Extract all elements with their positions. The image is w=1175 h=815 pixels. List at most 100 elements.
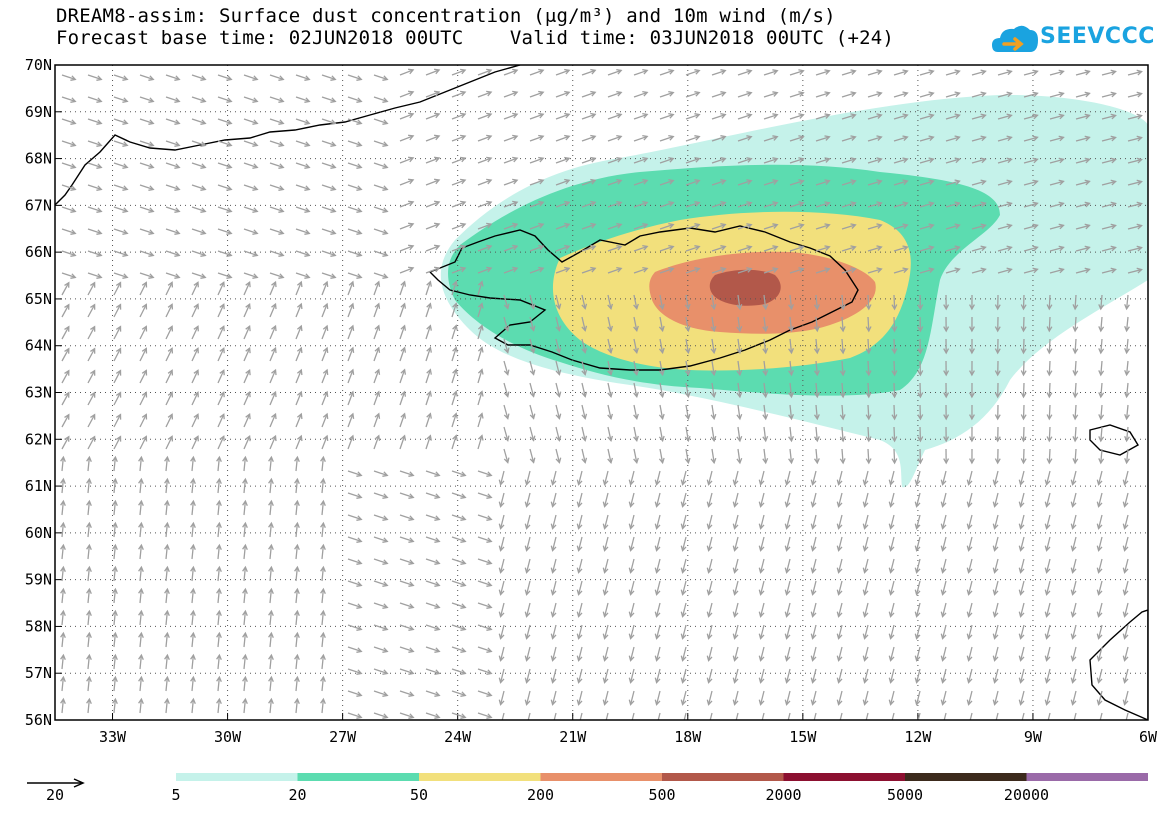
- wind-arrow: [555, 68, 571, 76]
- wind-arrow: [966, 492, 973, 508]
- wind-arrow: [1044, 646, 1051, 662]
- wind-arrow: [865, 426, 872, 443]
- wind-arrow: [112, 521, 118, 538]
- wind-arrow: [477, 244, 493, 252]
- lat-label: 65N: [25, 290, 52, 308]
- wind-arrow: [60, 565, 66, 582]
- lon-label: 33W: [99, 728, 127, 746]
- wind-arrow: [813, 426, 820, 443]
- wind-arrow: [164, 675, 170, 692]
- wind-arrow: [1023, 245, 1039, 252]
- wind-arrow: [1101, 91, 1117, 98]
- wind-arrow: [784, 492, 791, 508]
- wind-arrow: [841, 113, 857, 120]
- wind-arrow: [815, 179, 831, 186]
- scotland-coastline: [1089, 609, 1148, 720]
- wind-arrow: [711, 135, 727, 142]
- wind-arrow: [1098, 316, 1105, 333]
- wind-arrow: [295, 162, 311, 169]
- wind-arrow: [581, 294, 588, 310]
- wind-arrow: [654, 514, 661, 530]
- wind-arrow: [164, 609, 170, 626]
- wind-arrow: [60, 521, 66, 538]
- wind-arrow: [87, 250, 103, 257]
- wind-arrow: [190, 697, 196, 714]
- wind-arrow: [87, 413, 96, 428]
- wind-arrow: [269, 96, 285, 103]
- wind-arrow: [966, 470, 973, 486]
- wind-arrow: [477, 580, 493, 587]
- wind-arrow: [943, 316, 950, 333]
- lat-label: 63N: [25, 384, 52, 402]
- wind-arrow: [602, 580, 609, 596]
- wind-arrow: [888, 690, 895, 706]
- wind-arrow: [451, 492, 467, 499]
- wind-arrow: [862, 558, 869, 574]
- wind-arrow: [841, 69, 857, 76]
- wind-arrow: [888, 558, 895, 574]
- wind-arrow: [893, 91, 909, 98]
- wind-arrow: [321, 346, 329, 362]
- wind-arrow: [550, 558, 557, 574]
- wind-arrow: [654, 536, 661, 552]
- wind-arrow: [451, 536, 467, 543]
- wind-arrow: [477, 558, 493, 565]
- wind-arrow: [836, 558, 843, 574]
- wind-arrow: [758, 492, 765, 508]
- wind-arrow: [138, 521, 144, 538]
- wind-arrow: [139, 250, 155, 257]
- wind-arrow: [165, 96, 181, 103]
- wind-arrow: [399, 470, 415, 477]
- wind-arrow: [710, 426, 717, 443]
- wind-arrow: [425, 90, 441, 98]
- wind-arrow: [628, 470, 635, 486]
- wind-arrow: [373, 646, 389, 653]
- wind-arrow: [943, 360, 950, 377]
- wind-arrow: [503, 316, 510, 332]
- wind-arrow: [477, 412, 484, 428]
- wind-arrow: [347, 250, 363, 257]
- wind-arrow: [498, 536, 505, 552]
- wind-arrow: [477, 536, 493, 543]
- wind-arrow: [295, 206, 311, 213]
- wind-arrow: [1020, 404, 1027, 421]
- wind-arrow: [399, 244, 415, 252]
- greenland-coastline: [55, 65, 521, 206]
- wind-arrow: [607, 222, 623, 230]
- wind-arrow: [891, 294, 898, 311]
- wind-arrow: [217, 206, 233, 213]
- wind-arrow: [216, 499, 222, 516]
- wind-arrow: [451, 266, 467, 274]
- wind-arrow: [607, 112, 623, 120]
- legend-swatch: [419, 773, 541, 781]
- wind-arrow: [399, 112, 415, 120]
- wind-arrow: [555, 404, 562, 420]
- wind-arrow: [190, 609, 196, 626]
- wind-arrow: [940, 470, 947, 486]
- wind-arrow: [969, 404, 975, 421]
- wind-arrow: [602, 624, 609, 640]
- wind-arrow: [969, 316, 975, 333]
- wind-arrow: [763, 69, 779, 76]
- wind-arrow: [628, 492, 635, 508]
- wind-arrow: [997, 91, 1013, 98]
- wind-arrow: [451, 602, 467, 609]
- wind-arrow: [762, 382, 769, 399]
- wind-arrow: [139, 391, 148, 406]
- wind-arrow: [373, 280, 381, 296]
- lat-label: 70N: [25, 56, 52, 74]
- wind-arrow: [685, 201, 701, 208]
- legend-level-label: 50: [410, 786, 428, 804]
- chart-title-line-2: Forecast base time: 02JUN2018 00UTC Vali…: [56, 27, 895, 49]
- wind-arrow: [893, 135, 909, 142]
- wind-arrow: [1023, 223, 1039, 230]
- wind-arrow: [86, 587, 92, 604]
- wind-arrow: [658, 316, 665, 333]
- wind-arrow: [320, 631, 326, 648]
- wind-arrow: [711, 69, 727, 76]
- lat-label: 69N: [25, 103, 52, 121]
- wind-arrow: [810, 580, 817, 596]
- wind-arrow: [710, 382, 717, 399]
- wind-arrow: [813, 404, 820, 421]
- wind-arrow: [945, 157, 961, 164]
